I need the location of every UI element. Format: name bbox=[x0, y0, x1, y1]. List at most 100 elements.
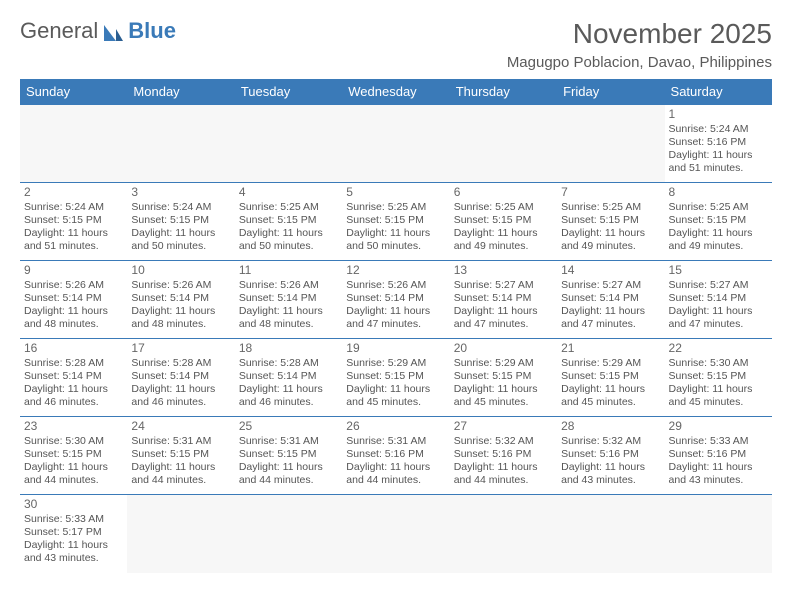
sunrise-line: Sunrise: 5:28 AM bbox=[239, 357, 338, 370]
sunrise-line: Sunrise: 5:31 AM bbox=[131, 435, 230, 448]
sunrise-line: Sunrise: 5:24 AM bbox=[131, 201, 230, 214]
sunset-line: Sunset: 5:15 PM bbox=[131, 214, 230, 227]
weekday-header: Sunday bbox=[20, 79, 127, 105]
sunset-line: Sunset: 5:14 PM bbox=[239, 292, 338, 305]
calendar-week-row: 9Sunrise: 5:26 AMSunset: 5:14 PMDaylight… bbox=[20, 261, 772, 339]
daylight-line: Daylight: 11 hours and 44 minutes. bbox=[454, 461, 553, 487]
empty-cell bbox=[342, 105, 449, 183]
day-cell: 24Sunrise: 5:31 AMSunset: 5:15 PMDayligh… bbox=[127, 417, 234, 495]
daylight-line: Daylight: 11 hours and 44 minutes. bbox=[346, 461, 445, 487]
daylight-line: Daylight: 11 hours and 48 minutes. bbox=[239, 305, 338, 331]
weekday-header: Tuesday bbox=[235, 79, 342, 105]
calendar-week-row: 23Sunrise: 5:30 AMSunset: 5:15 PMDayligh… bbox=[20, 417, 772, 495]
sunset-line: Sunset: 5:17 PM bbox=[24, 526, 123, 539]
brand-part1: General bbox=[20, 18, 98, 44]
brand-logo: General Blue bbox=[20, 18, 176, 44]
day-cell: 6Sunrise: 5:25 AMSunset: 5:15 PMDaylight… bbox=[450, 183, 557, 261]
daylight-line: Daylight: 11 hours and 47 minutes. bbox=[346, 305, 445, 331]
sunset-line: Sunset: 5:16 PM bbox=[454, 448, 553, 461]
day-number: 30 bbox=[24, 497, 123, 512]
daylight-line: Daylight: 11 hours and 49 minutes. bbox=[669, 227, 768, 253]
location-subtitle: Magugpo Poblacion, Davao, Philippines bbox=[507, 54, 772, 71]
day-cell: 16Sunrise: 5:28 AMSunset: 5:14 PMDayligh… bbox=[20, 339, 127, 417]
daylight-line: Daylight: 11 hours and 51 minutes. bbox=[24, 227, 123, 253]
sunset-line: Sunset: 5:15 PM bbox=[239, 448, 338, 461]
day-number: 10 bbox=[131, 263, 230, 278]
sunset-line: Sunset: 5:16 PM bbox=[561, 448, 660, 461]
day-number: 3 bbox=[131, 185, 230, 200]
sunrise-line: Sunrise: 5:25 AM bbox=[669, 201, 768, 214]
title-block: November 2025 Magugpo Poblacion, Davao, … bbox=[507, 18, 772, 71]
day-number: 9 bbox=[24, 263, 123, 278]
daylight-line: Daylight: 11 hours and 46 minutes. bbox=[24, 383, 123, 409]
sunset-line: Sunset: 5:14 PM bbox=[131, 292, 230, 305]
day-cell: 29Sunrise: 5:33 AMSunset: 5:16 PMDayligh… bbox=[665, 417, 772, 495]
daylight-line: Daylight: 11 hours and 49 minutes. bbox=[561, 227, 660, 253]
day-number: 13 bbox=[454, 263, 553, 278]
sunrise-line: Sunrise: 5:29 AM bbox=[346, 357, 445, 370]
day-cell: 19Sunrise: 5:29 AMSunset: 5:15 PMDayligh… bbox=[342, 339, 449, 417]
sunrise-line: Sunrise: 5:30 AM bbox=[669, 357, 768, 370]
empty-cell bbox=[450, 495, 557, 573]
sunset-line: Sunset: 5:15 PM bbox=[454, 214, 553, 227]
sunset-line: Sunset: 5:15 PM bbox=[239, 214, 338, 227]
daylight-line: Daylight: 11 hours and 44 minutes. bbox=[239, 461, 338, 487]
weekday-header: Wednesday bbox=[342, 79, 449, 105]
sunset-line: Sunset: 5:14 PM bbox=[239, 370, 338, 383]
sunset-line: Sunset: 5:14 PM bbox=[131, 370, 230, 383]
sunrise-line: Sunrise: 5:25 AM bbox=[561, 201, 660, 214]
empty-cell bbox=[557, 495, 664, 573]
sunset-line: Sunset: 5:14 PM bbox=[24, 370, 123, 383]
day-cell: 20Sunrise: 5:29 AMSunset: 5:15 PMDayligh… bbox=[450, 339, 557, 417]
sunset-line: Sunset: 5:16 PM bbox=[669, 136, 768, 149]
day-cell: 21Sunrise: 5:29 AMSunset: 5:15 PMDayligh… bbox=[557, 339, 664, 417]
empty-cell bbox=[127, 105, 234, 183]
day-cell: 5Sunrise: 5:25 AMSunset: 5:15 PMDaylight… bbox=[342, 183, 449, 261]
day-number: 12 bbox=[346, 263, 445, 278]
daylight-line: Daylight: 11 hours and 47 minutes. bbox=[561, 305, 660, 331]
sunset-line: Sunset: 5:16 PM bbox=[346, 448, 445, 461]
day-cell: 4Sunrise: 5:25 AMSunset: 5:15 PMDaylight… bbox=[235, 183, 342, 261]
sunrise-line: Sunrise: 5:28 AM bbox=[131, 357, 230, 370]
day-cell: 14Sunrise: 5:27 AMSunset: 5:14 PMDayligh… bbox=[557, 261, 664, 339]
empty-cell bbox=[450, 105, 557, 183]
empty-cell bbox=[235, 495, 342, 573]
sunrise-line: Sunrise: 5:26 AM bbox=[346, 279, 445, 292]
sunrise-line: Sunrise: 5:27 AM bbox=[561, 279, 660, 292]
sunrise-line: Sunrise: 5:32 AM bbox=[454, 435, 553, 448]
sunrise-line: Sunrise: 5:25 AM bbox=[454, 201, 553, 214]
empty-cell bbox=[127, 495, 234, 573]
day-number: 25 bbox=[239, 419, 338, 434]
daylight-line: Daylight: 11 hours and 48 minutes. bbox=[131, 305, 230, 331]
sunset-line: Sunset: 5:15 PM bbox=[561, 214, 660, 227]
sunrise-line: Sunrise: 5:27 AM bbox=[454, 279, 553, 292]
sunset-line: Sunset: 5:14 PM bbox=[24, 292, 123, 305]
day-cell: 25Sunrise: 5:31 AMSunset: 5:15 PMDayligh… bbox=[235, 417, 342, 495]
day-number: 18 bbox=[239, 341, 338, 356]
daylight-line: Daylight: 11 hours and 46 minutes. bbox=[239, 383, 338, 409]
day-number: 4 bbox=[239, 185, 338, 200]
day-number: 17 bbox=[131, 341, 230, 356]
sunrise-line: Sunrise: 5:25 AM bbox=[239, 201, 338, 214]
empty-cell bbox=[235, 105, 342, 183]
day-number: 20 bbox=[454, 341, 553, 356]
sunset-line: Sunset: 5:15 PM bbox=[24, 214, 123, 227]
sunset-line: Sunset: 5:15 PM bbox=[561, 370, 660, 383]
page-title: November 2025 bbox=[507, 18, 772, 50]
day-cell: 23Sunrise: 5:30 AMSunset: 5:15 PMDayligh… bbox=[20, 417, 127, 495]
sunset-line: Sunset: 5:15 PM bbox=[346, 370, 445, 383]
day-cell: 22Sunrise: 5:30 AMSunset: 5:15 PMDayligh… bbox=[665, 339, 772, 417]
day-number: 22 bbox=[669, 341, 768, 356]
day-cell: 26Sunrise: 5:31 AMSunset: 5:16 PMDayligh… bbox=[342, 417, 449, 495]
daylight-line: Daylight: 11 hours and 46 minutes. bbox=[131, 383, 230, 409]
day-number: 24 bbox=[131, 419, 230, 434]
day-cell: 18Sunrise: 5:28 AMSunset: 5:14 PMDayligh… bbox=[235, 339, 342, 417]
daylight-line: Daylight: 11 hours and 45 minutes. bbox=[669, 383, 768, 409]
sunrise-line: Sunrise: 5:24 AM bbox=[24, 201, 123, 214]
day-cell: 17Sunrise: 5:28 AMSunset: 5:14 PMDayligh… bbox=[127, 339, 234, 417]
day-cell: 30Sunrise: 5:33 AMSunset: 5:17 PMDayligh… bbox=[20, 495, 127, 573]
day-cell: 9Sunrise: 5:26 AMSunset: 5:14 PMDaylight… bbox=[20, 261, 127, 339]
day-number: 19 bbox=[346, 341, 445, 356]
sunrise-line: Sunrise: 5:26 AM bbox=[24, 279, 123, 292]
daylight-line: Daylight: 11 hours and 43 minutes. bbox=[669, 461, 768, 487]
